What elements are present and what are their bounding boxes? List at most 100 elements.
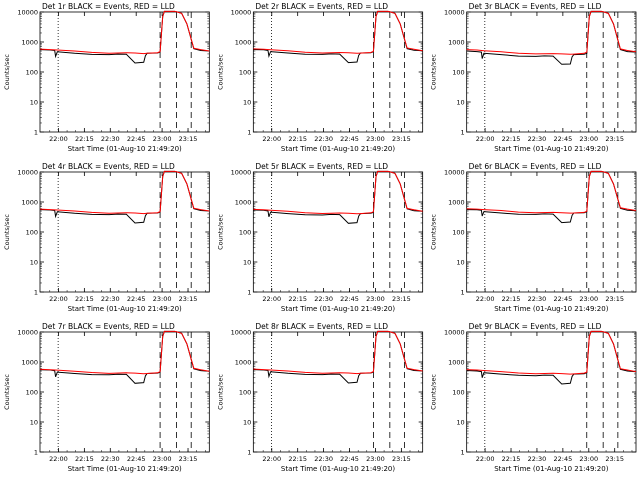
x-tick-label: 23:15 <box>179 455 198 463</box>
panel-title: Det 8r BLACK = Events, RED = LLD <box>255 322 388 331</box>
x-axis-label: Start Time (01-Aug-10 21:49:20) <box>68 305 182 313</box>
x-tick-label: 23:00 <box>366 295 385 303</box>
y-tick-label: 1 <box>247 449 251 457</box>
y-tick-label: 1 <box>461 449 465 457</box>
x-tick-label: 22:45 <box>127 455 146 463</box>
y-tick-label: 1 <box>461 129 465 137</box>
x-axis-label: Start Time (01-Aug-10 21:49:20) <box>281 305 395 313</box>
x-axis-label: Start Time (01-Aug-10 21:49:20) <box>494 305 608 313</box>
x-tick-label: 23:15 <box>605 455 624 463</box>
events-series-line <box>39 10 210 64</box>
y-axis-label: Counts/sec <box>430 374 438 410</box>
x-tick-label: 22:45 <box>340 295 359 303</box>
panel-title: Det 2r BLACK = Events, RED = LLD <box>255 2 388 11</box>
x-tick-label: 22:30 <box>314 295 333 303</box>
plot-frame <box>252 171 424 293</box>
y-axis-label: Counts/sec <box>216 54 224 90</box>
x-tick-label: 22:00 <box>262 295 281 303</box>
x-tick-label: 23:00 <box>366 455 385 463</box>
y-tick-label: 1 <box>34 289 38 297</box>
plot-frame <box>39 171 210 293</box>
y-tick-label: 100 <box>26 229 38 237</box>
panel-det-8: Det 8r BLACK = Events, RED = LLD 1 10 100 10… <box>216 322 424 473</box>
x-tick-label: 22:30 <box>528 455 547 463</box>
lld-series-line <box>253 10 423 54</box>
y-tick-label: 100 <box>239 389 251 397</box>
y-tick-label: 10000 <box>17 9 38 17</box>
x-tick-label: 22:30 <box>101 135 120 143</box>
x-tick-label: 23:00 <box>153 295 172 303</box>
x-tick-label: 23:00 <box>366 135 385 143</box>
lld-series-line <box>39 10 210 55</box>
events-series-line <box>39 170 210 224</box>
panel-title: Det 1r BLACK = Events, RED = LLD <box>42 2 175 11</box>
plot-frame <box>252 331 424 453</box>
x-tick-label: 22:15 <box>502 295 521 303</box>
events-series-line <box>39 330 210 384</box>
panel-det-6: Det 6r BLACK = Events, RED = LLD 1 10 100 10… <box>430 162 637 313</box>
y-tick-label: 1 <box>34 129 38 137</box>
y-tick-label: 1 <box>461 289 465 297</box>
events-series-line <box>253 170 423 224</box>
x-axis-label: Start Time (01-Aug-10 21:49:20) <box>281 465 395 473</box>
panel-det-9: Det 9r BLACK = Events, RED = LLD 1 10 100 10… <box>430 322 637 473</box>
x-tick-label: 23:15 <box>392 135 411 143</box>
panel-det-5: Det 5r BLACK = Events, RED = LLD 1 10 100 10… <box>216 162 424 313</box>
y-tick-label: 10000 <box>231 169 252 177</box>
y-tick-label: 10 <box>456 419 464 427</box>
plot-frame <box>466 171 637 293</box>
panel-det-3: Det 3r BLACK = Events, RED = LLD 1 10 100 10… <box>430 2 637 153</box>
panel-det-7: Det 7r BLACK = Events, RED = LLD 1 10 100 10… <box>3 322 210 473</box>
y-tick-label: 1000 <box>235 359 252 367</box>
y-axis-label: Counts/sec <box>430 54 438 90</box>
y-tick-label: 1000 <box>448 199 465 207</box>
x-tick-label: 22:30 <box>101 295 120 303</box>
y-tick-label: 10000 <box>231 9 252 17</box>
x-tick-label: 22:45 <box>553 295 572 303</box>
y-tick-label: 1000 <box>21 199 38 207</box>
x-tick-label: 22:00 <box>476 295 495 303</box>
x-tick-label: 23:15 <box>605 135 624 143</box>
x-tick-label: 23:15 <box>392 455 411 463</box>
lld-series-line <box>466 10 637 55</box>
lld-series-line <box>253 330 423 375</box>
y-tick-label: 1000 <box>235 199 252 207</box>
y-tick-label: 10000 <box>17 329 38 337</box>
y-tick-label: 100 <box>26 389 38 397</box>
y-tick-label: 10000 <box>444 9 465 17</box>
y-tick-label: 100 <box>452 229 464 237</box>
y-tick-label: 100 <box>452 69 464 77</box>
panel-title: Det 6r BLACK = Events, RED = LLD <box>469 162 602 171</box>
x-tick-label: 22:00 <box>49 455 68 463</box>
plot-frame <box>39 11 210 133</box>
x-tick-label: 23:00 <box>153 455 172 463</box>
lld-series-line <box>466 330 637 375</box>
x-axis-label: Start Time (01-Aug-10 21:49:20) <box>494 465 608 473</box>
y-tick-label: 10000 <box>17 169 38 177</box>
y-tick-label: 100 <box>239 69 251 77</box>
y-tick-label: 1000 <box>235 39 252 47</box>
x-tick-label: 22:00 <box>49 135 68 143</box>
y-tick-label: 10 <box>30 419 38 427</box>
x-tick-label: 22:15 <box>288 455 307 463</box>
x-tick-label: 23:00 <box>579 295 598 303</box>
y-tick-label: 1000 <box>21 39 38 47</box>
plot-frame <box>39 331 210 453</box>
y-tick-label: 10 <box>243 99 251 107</box>
x-tick-label: 22:15 <box>75 135 94 143</box>
x-tick-label: 23:00 <box>579 135 598 143</box>
x-tick-label: 22:45 <box>127 295 146 303</box>
x-tick-label: 23:15 <box>392 295 411 303</box>
x-axis-label: Start Time (01-Aug-10 21:49:20) <box>68 145 182 153</box>
x-tick-label: 22:45 <box>553 135 572 143</box>
panel-title: Det 4r BLACK = Events, RED = LLD <box>42 162 175 171</box>
x-tick-label: 22:45 <box>340 455 359 463</box>
y-axis-label: Counts/sec <box>3 54 11 90</box>
panel-title: Det 5r BLACK = Events, RED = LLD <box>255 162 388 171</box>
lld-series-line <box>253 170 423 215</box>
plot-frame <box>466 331 637 453</box>
panel-title: Det 3r BLACK = Events, RED = LLD <box>469 2 602 11</box>
plot-frame <box>466 11 637 133</box>
lld-series-line <box>466 170 637 214</box>
